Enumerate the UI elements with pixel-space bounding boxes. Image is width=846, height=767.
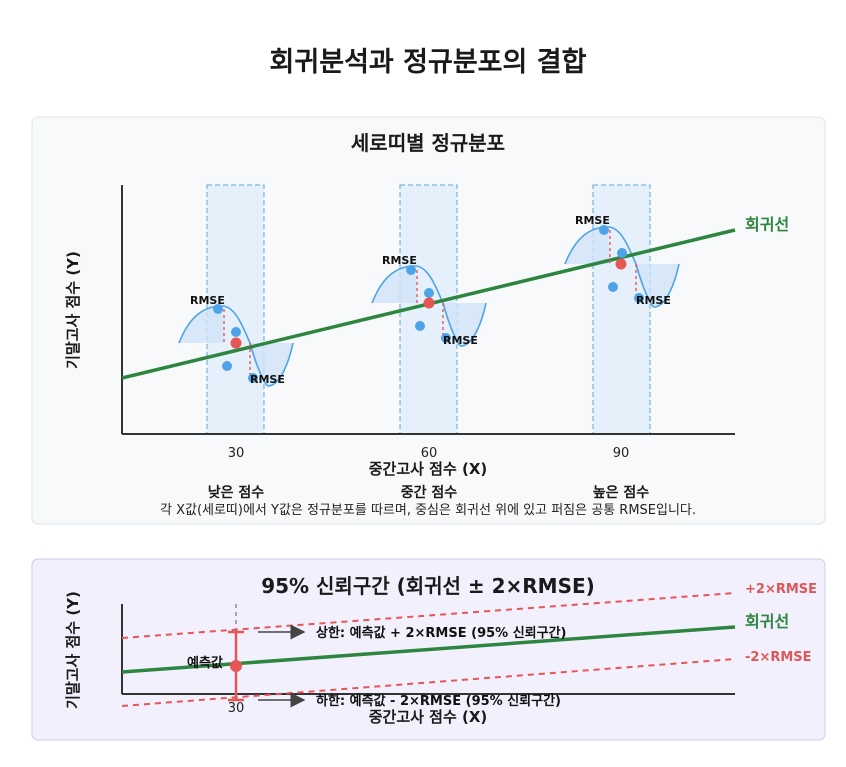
data-point — [424, 288, 434, 298]
upper-bound-note: 상한: 예측값 + 2×RMSE (95% 신뢰구간) — [316, 625, 567, 641]
rmse-label: RMSE — [382, 254, 417, 267]
panel1-title: 세로띠별 정규분포 — [351, 131, 505, 155]
regression-line-label: 회귀선 — [745, 215, 789, 234]
data-point — [634, 293, 644, 303]
prediction-label: 예측값 — [187, 655, 223, 671]
center-points — [230, 258, 627, 349]
lower-bound-label: -2×RMSE — [745, 650, 812, 665]
x-tick-label: 60 — [421, 446, 438, 461]
rmse-label: RMSE — [575, 214, 610, 227]
x-tick-label: 90 — [613, 446, 630, 461]
rmse-label: RMSE — [190, 294, 225, 307]
x-tick-label: 30 — [228, 446, 245, 461]
data-point — [415, 321, 425, 331]
prediction-point — [230, 660, 242, 672]
data-point — [222, 361, 232, 371]
category-label-low: 낮은 점수 — [208, 484, 265, 501]
data-point — [441, 333, 451, 343]
normal-curve-high — [564, 226, 680, 308]
category-label-high: 높은 점수 — [593, 484, 650, 501]
data-point — [406, 265, 416, 275]
panel2-title: 95% 신뢰구간 (회귀선 ± 2×RMSE) — [261, 574, 595, 598]
normal-curve-low — [178, 305, 294, 387]
panel1-note: 각 X값(세로띠)에서 Y값은 정규분포를 따르며, 중심은 회귀선 위에 있고… — [160, 503, 696, 518]
lower-bound-note: 하한: 예측값 - 2×RMSE (95% 신뢰구간) — [316, 693, 561, 709]
data-points — [213, 225, 644, 383]
data-point — [617, 248, 627, 258]
rmse-label: RMSE — [443, 334, 478, 347]
center-point — [423, 297, 435, 309]
regression-line-panel2 — [121, 625, 736, 674]
panel2-x-axis-title: 중간고사 점수 (X) — [369, 708, 488, 726]
regression-line-label-panel2: 회귀선 — [745, 612, 789, 631]
category-label-mid: 중간 점수 — [401, 484, 458, 501]
main-title: 회귀분석과 정규분포의 결합 — [270, 47, 587, 78]
panel1-x-axis-title: 중간고사 점수 (X) — [369, 460, 488, 478]
center-point — [230, 337, 242, 349]
panel2-x-tick-label: 30 — [228, 701, 245, 716]
normal-curve-mid — [371, 265, 487, 347]
data-point — [213, 304, 223, 314]
center-point — [615, 258, 627, 270]
upper-bound-label: +2×RMSE — [745, 582, 817, 597]
lower-bound-line — [121, 658, 736, 707]
panel2-y-axis-title: 기말고사 점수 (Y) — [64, 591, 82, 709]
panel1-y-axis-title: 기말고사 점수 (Y) — [64, 251, 82, 369]
rmse-label: RMSE — [250, 373, 285, 386]
data-point — [231, 327, 241, 337]
upper-bound-line — [121, 592, 736, 639]
data-point — [608, 282, 618, 292]
data-point — [248, 373, 258, 383]
rmse-label: RMSE — [636, 294, 671, 307]
data-point — [599, 225, 609, 235]
